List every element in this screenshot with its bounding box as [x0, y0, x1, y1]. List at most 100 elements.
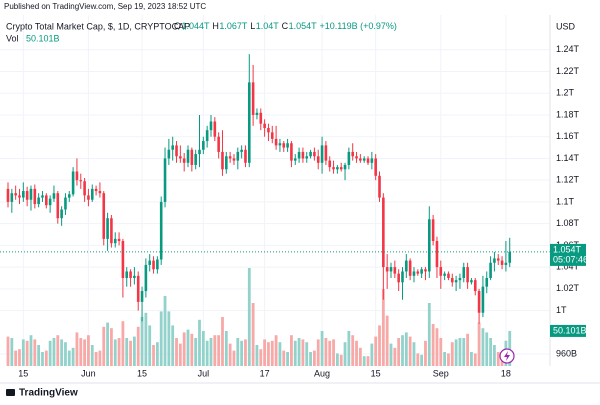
volume-bar: [332, 339, 335, 366]
volume-bar: [255, 345, 259, 366]
candle-body: [117, 238, 121, 242]
legend-low: 1.04T: [256, 21, 280, 31]
candle-body: [481, 286, 485, 313]
volume-bar: [152, 345, 155, 366]
x-tick-label: 15: [18, 368, 28, 378]
volume-bar: [37, 345, 41, 366]
candle-body: [213, 121, 217, 137]
volume-bar: [508, 330, 512, 366]
volume-bar: [29, 335, 33, 366]
volume-bar: [64, 342, 67, 366]
volume-bar: [401, 335, 404, 366]
volume-bar: [431, 324, 435, 366]
candle-body: [431, 219, 435, 242]
candle-body: [217, 136, 220, 152]
legend-high: 1.067T: [219, 21, 248, 31]
y-tick-label: 1.16T: [556, 131, 580, 141]
candle-body: [83, 181, 86, 196]
x-tick-label: Aug: [314, 368, 330, 378]
candle-body: [56, 193, 60, 219]
legend-o: O: [174, 21, 181, 31]
volume-bar: [56, 335, 60, 366]
candle-body: [121, 241, 125, 278]
candle-body: [98, 191, 102, 194]
volume-bar: [155, 342, 159, 366]
volume-bar: [136, 326, 140, 366]
volume-bar: [343, 342, 347, 366]
candle-body: [129, 271, 132, 278]
candle-body: [221, 151, 224, 170]
candle-body: [163, 158, 167, 202]
volume-bar: [121, 321, 125, 366]
candle-body: [33, 188, 37, 205]
volume-bar: [205, 340, 209, 366]
candle-body: [270, 132, 274, 139]
candle-body: [336, 167, 339, 170]
candle-body: [347, 151, 351, 165]
volume-bar: [347, 331, 351, 366]
candle-body: [171, 145, 174, 150]
candle-body: [374, 158, 377, 176]
volume-bar: [201, 331, 205, 366]
y-tick-label: 960B: [556, 348, 577, 358]
ohlc-legend: O1.044T H1.067T L1.04T C1.054T +10.119B …: [174, 21, 397, 31]
volume-bar: [213, 335, 217, 366]
candle-body: [106, 218, 109, 239]
candle-body: [343, 164, 347, 170]
volume-bar: [48, 340, 52, 366]
volume-bar: [102, 326, 106, 366]
volume-tag: 50.101B: [553, 325, 587, 335]
y-tick-label: 1.14T: [556, 153, 580, 163]
candle-body: [202, 141, 205, 150]
candle-body: [14, 193, 17, 196]
candle-body: [274, 138, 278, 146]
volume-bar: [305, 342, 309, 366]
volume-bar: [485, 332, 489, 366]
candle-body: [67, 194, 71, 198]
candle-body: [470, 280, 473, 283]
volume-bar: [358, 347, 362, 366]
volume-bar: [408, 336, 412, 366]
volume-bar: [270, 340, 274, 366]
candle-layer: [0, 54, 550, 324]
volume-bar: [477, 322, 481, 366]
volume-bar: [447, 353, 450, 366]
volume-bar: [355, 340, 358, 366]
volume-bar: [320, 331, 324, 366]
volume-layer: [6, 268, 512, 366]
volume-bar: [416, 353, 420, 366]
candle-body: [140, 291, 144, 302]
volume-bar: [458, 338, 462, 366]
candle-body: [359, 158, 362, 161]
candle-body: [94, 188, 98, 192]
candle-body: [473, 280, 477, 292]
candle-body: [133, 275, 136, 278]
volume-bar: [148, 325, 152, 366]
candle-body: [79, 180, 83, 182]
volume-bar: [236, 338, 240, 366]
y-tick-label: 1.02T: [556, 283, 580, 293]
candle-body: [477, 291, 481, 313]
candle-body: [489, 262, 492, 278]
candle-body: [282, 143, 286, 148]
candle-body: [458, 277, 462, 281]
volume-bar: [462, 338, 466, 366]
candle-body: [41, 195, 44, 198]
volume-bar: [106, 322, 109, 366]
y-tick-label: 1.2T: [556, 88, 575, 98]
candle-body: [412, 271, 416, 276]
candle-body: [6, 188, 10, 202]
x-tick-label: 15: [371, 368, 381, 378]
candle-body: [182, 158, 186, 163]
candle-body: [401, 271, 404, 283]
candle-body: [45, 195, 48, 206]
volume-bar: [339, 354, 343, 366]
volume-bar: [259, 349, 263, 366]
candle-body: [378, 175, 381, 198]
candle-body: [504, 262, 508, 265]
candle-body: [228, 156, 232, 159]
candle-body: [190, 149, 194, 165]
candle-body: [316, 156, 320, 163]
volume-bar: [33, 339, 37, 366]
